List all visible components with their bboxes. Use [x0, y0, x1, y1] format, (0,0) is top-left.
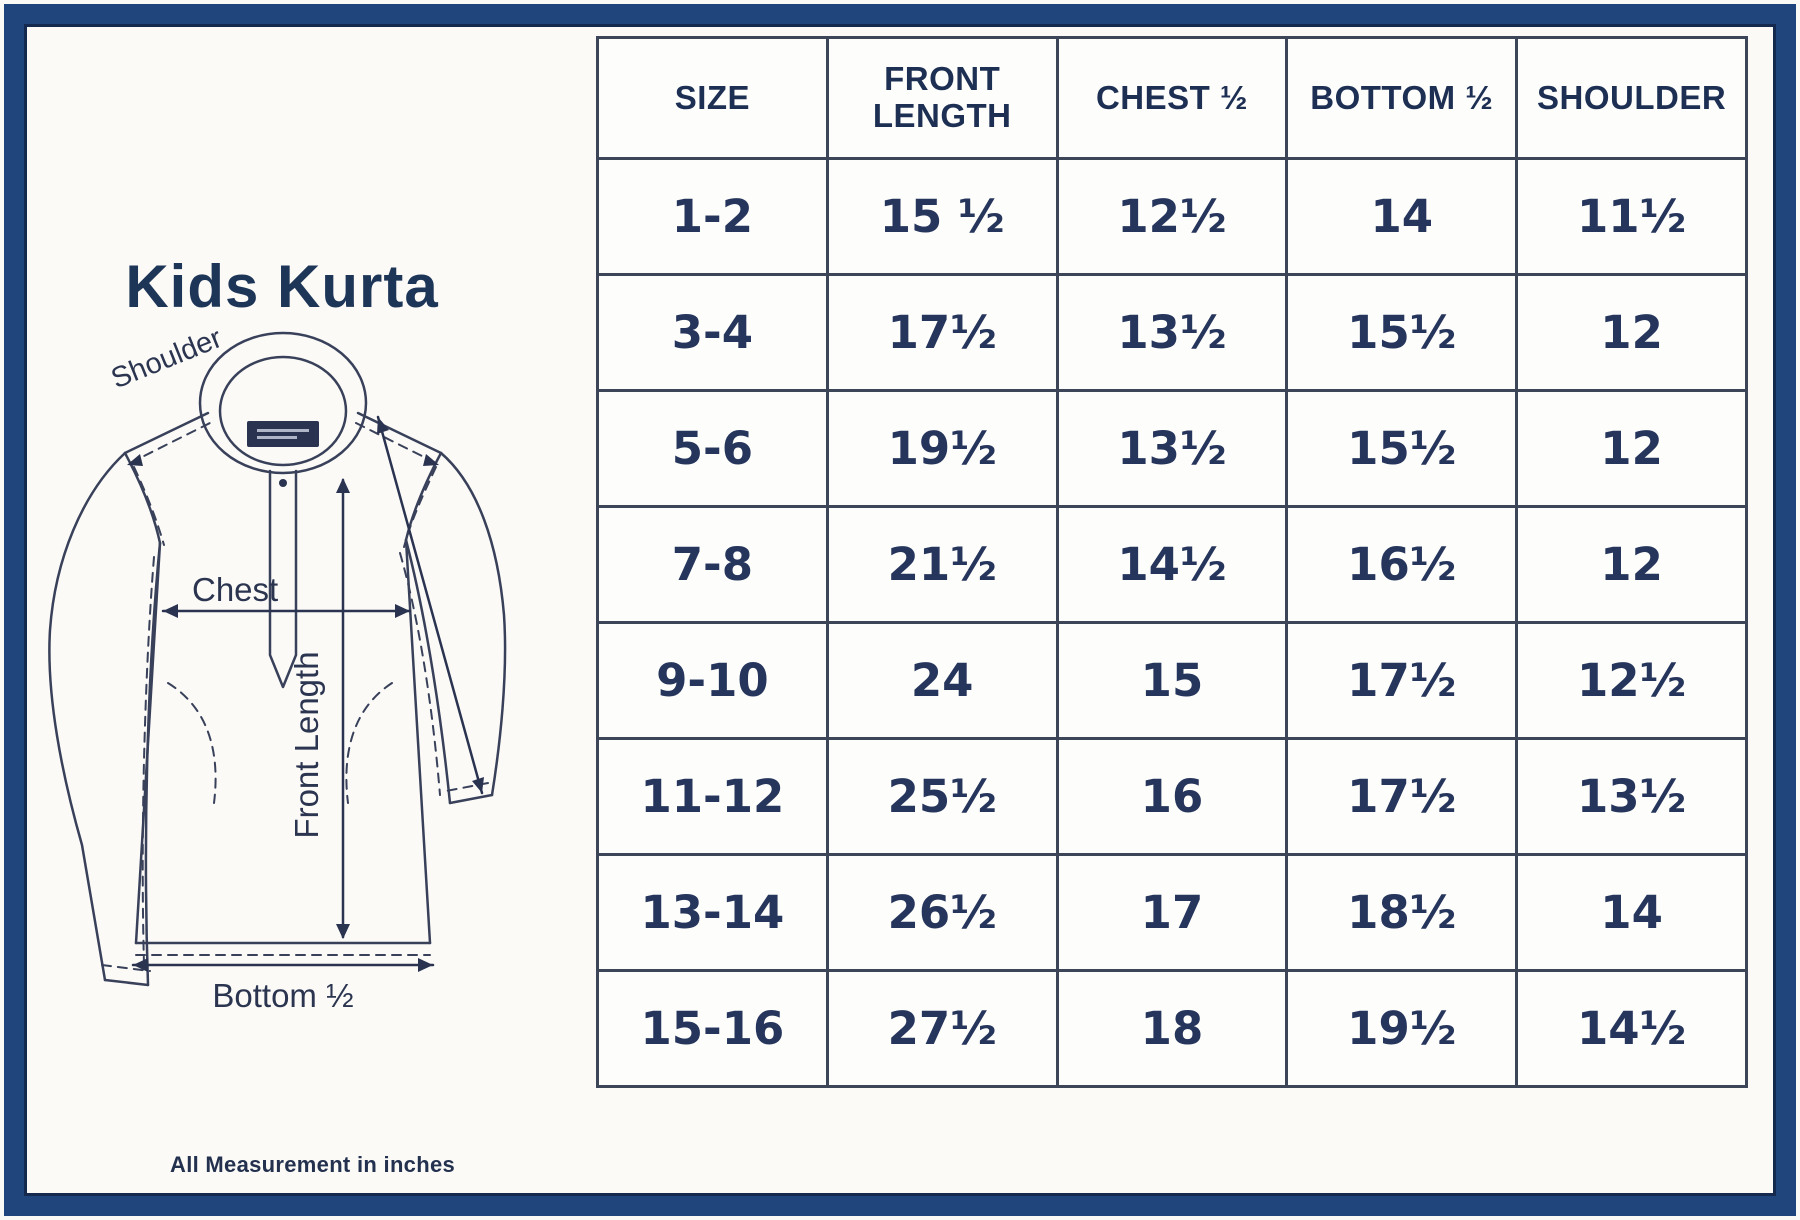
front-length-arrowhead-bottom [336, 924, 350, 939]
measurement-cell: 16 [1055, 737, 1289, 856]
sleeve-left-inner [144, 541, 162, 987]
measurement-cell: 14½ [1515, 969, 1748, 1088]
sleeve-right-cuff [448, 793, 494, 805]
page-title: Kids Kurta [125, 253, 439, 320]
shoulder-dashed-right [355, 422, 437, 464]
armhole-left [123, 451, 162, 545]
column-header: FRONT LENGTH [825, 36, 1059, 160]
sleeve-right-outer [439, 451, 507, 797]
measurement-cell: 12½ [1055, 157, 1289, 276]
size-cell: 1-2 [596, 157, 829, 276]
table-row: 13-14 26½ 17 18½ 14 [596, 853, 1748, 972]
shoulder-label: Shoulder [107, 325, 227, 395]
measurement-cell: 13½ [1055, 273, 1289, 392]
collar-inner-outline [218, 355, 348, 467]
body-side-right [404, 538, 432, 945]
size-cell: 13-14 [596, 853, 829, 972]
column-header: SIZE [596, 36, 829, 160]
size-cell: 3-4 [596, 273, 829, 392]
measurement-cell: 16½ [1285, 505, 1519, 624]
front-length-arrowhead-top [336, 478, 350, 493]
measurement-cell: 21½ [825, 505, 1059, 624]
column-header: CHEST ½ [1055, 36, 1289, 160]
sleeve-measure-line [376, 415, 484, 795]
measurement-cell: 14½ [1055, 505, 1289, 624]
chest-label: Chest [192, 571, 278, 608]
chest-arrowhead-right [395, 604, 410, 618]
collar-outline [198, 331, 368, 475]
measurement-cell: 15½ [1285, 389, 1519, 508]
measurement-cell: 12 [1515, 273, 1748, 392]
sleeve-right-dashed [399, 552, 441, 796]
sleeve-measure-arrowhead-top [377, 417, 389, 434]
bottom-arrowhead-left [133, 958, 148, 972]
sleeve-left-dashed [141, 556, 155, 966]
bottom-arrowhead-right [418, 958, 433, 972]
measurement-cell: 13½ [1515, 737, 1748, 856]
placket [268, 469, 298, 689]
kurta-diagram: Shoulder Chest Front Length Bottom ½ [48, 325, 507, 1014]
bottom-half-label: Bottom ½ [212, 977, 353, 1014]
measurement-units-note: All Measurement in inches [170, 1152, 456, 1177]
size-cell: 5-6 [596, 389, 829, 508]
measurement-cell: 25½ [825, 737, 1059, 856]
measurement-cell: 12 [1515, 505, 1748, 624]
armhole-dashed-right [403, 466, 437, 548]
chest-arrowhead-left [163, 604, 178, 618]
cuff-dashed-left [101, 964, 151, 972]
measurement-cell: 17½ [1285, 737, 1519, 856]
table-row: 9-10 24 15 17½ 12½ [596, 621, 1748, 740]
size-cell: 9-10 [596, 621, 829, 740]
size-table-body: 1-2 15 ½ 12½ 14 11½ 3-4 17½ 13½ 15½ 12 5-6 19½ 13½ 15… [596, 157, 1748, 1088]
measurement-cell: 24 [825, 621, 1059, 740]
measurement-cell: 19½ [825, 389, 1059, 508]
measurement-cell: 14 [1515, 853, 1748, 972]
size-cell: 7-8 [596, 505, 829, 624]
measurement-cell: 26½ [825, 853, 1059, 972]
sleeve-left-cuff [103, 978, 150, 987]
table-row: 3-4 17½ 13½ 15½ 12 [596, 273, 1748, 392]
shoulder-seam-right [356, 411, 443, 455]
measurement-cell: 17½ [825, 273, 1059, 392]
shoulder-arrowhead-right [423, 454, 439, 466]
armhole-dashed-left [133, 466, 165, 546]
measurement-cell: 18 [1055, 969, 1289, 1088]
measurement-cell: 15 ½ [825, 157, 1059, 276]
measurement-cell: 12½ [1515, 621, 1748, 740]
size-cell: 15-16 [596, 969, 829, 1088]
table-row: 15-16 27½ 18 19½ 14½ [596, 969, 1748, 1088]
column-header: SHOULDER [1515, 36, 1748, 160]
table-row: 7-8 21½ 14½ 16½ 12 [596, 505, 1748, 624]
measurement-cell: 18½ [1285, 853, 1519, 972]
sleeve-measure-arrowhead-bottom [472, 777, 484, 793]
table-row: 11-12 25½ 16 17½ 13½ [596, 737, 1748, 856]
sleeve-right-inner [404, 538, 452, 805]
shoulder-seam-left [123, 411, 210, 455]
measurement-cell: 14 [1285, 157, 1519, 276]
placket-button [279, 479, 287, 487]
column-header: BOTTOM ½ [1285, 36, 1519, 160]
measurement-cell: 15½ [1285, 273, 1519, 392]
front-length-label: Front Length [288, 651, 325, 838]
size-cell: 11-12 [596, 737, 829, 856]
measurement-cell: 17 [1055, 853, 1289, 972]
measurement-cell: 27½ [825, 969, 1059, 1088]
shoulder-arrowhead-left [127, 454, 143, 466]
shoulder-dashed-left [129, 422, 211, 464]
measurement-cell: 17½ [1285, 621, 1519, 740]
measurement-cell: 15 [1055, 621, 1289, 740]
pocket-right [345, 682, 393, 804]
size-table-header-row: SIZE FRONT LENGTH CHEST ½ BOTTOM ½ SHOULDER [596, 36, 1748, 160]
table-row: 1-2 15 ½ 12½ 14 11½ [596, 157, 1748, 276]
size-table: SIZE FRONT LENGTH CHEST ½ BOTTOM ½ SHOULDER … [596, 36, 1748, 1088]
measurement-cell: 11½ [1515, 157, 1748, 276]
sleeve-left-outer [48, 451, 127, 982]
table-row: 5-6 19½ 13½ 15½ 12 [596, 389, 1748, 508]
measurement-cell: 19½ [1285, 969, 1519, 1088]
measurement-cell: 13½ [1055, 389, 1289, 508]
collar-tag [247, 421, 319, 447]
pocket-left [167, 682, 217, 804]
measurement-cell: 12 [1515, 389, 1748, 508]
